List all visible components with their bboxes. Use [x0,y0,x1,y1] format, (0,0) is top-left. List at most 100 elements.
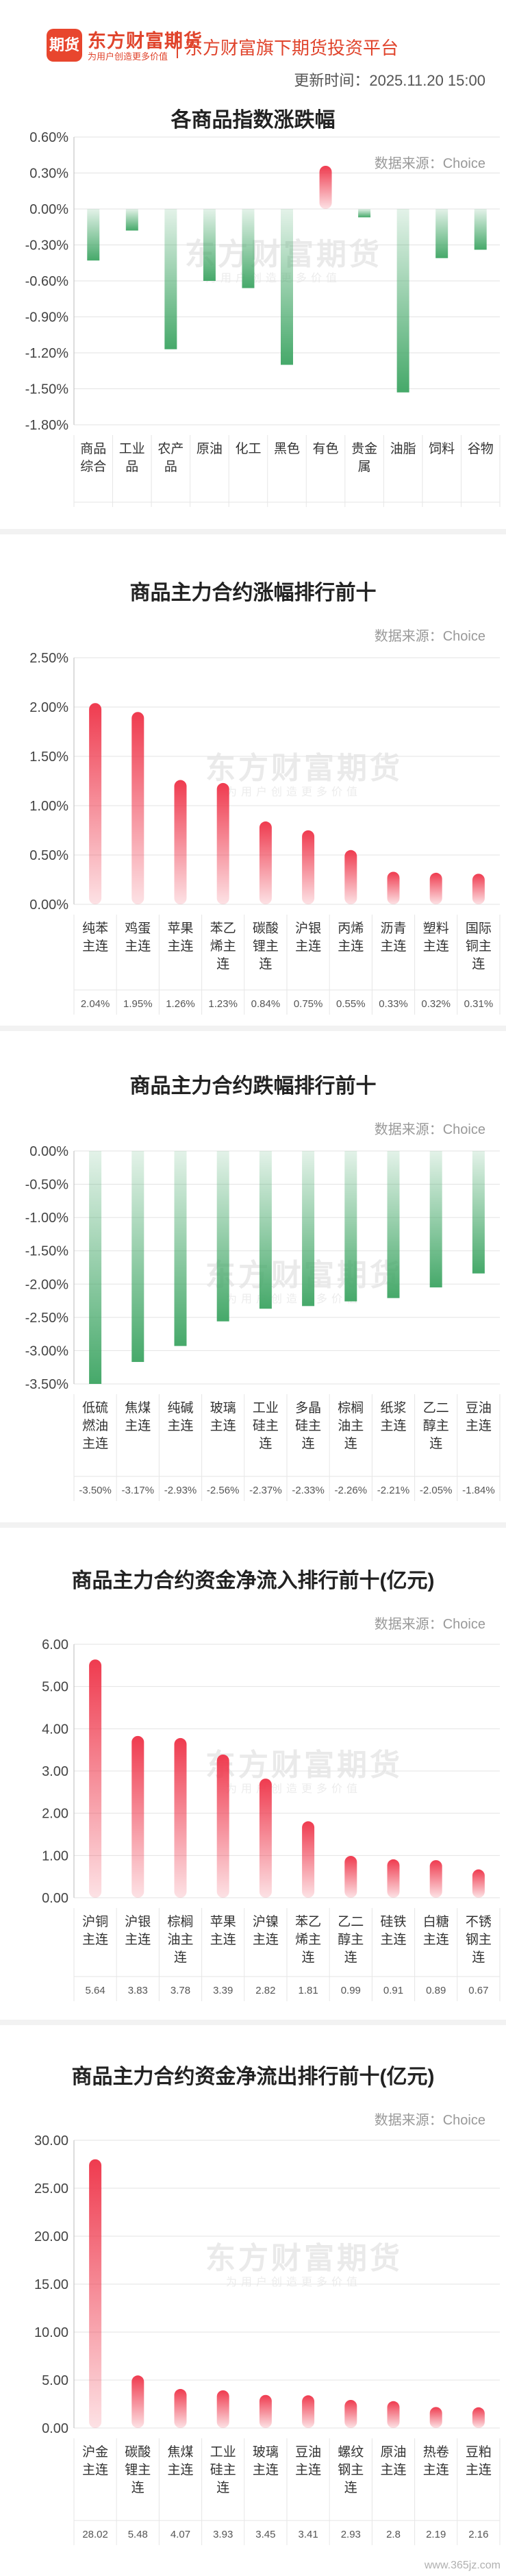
data-label: -2.56% [207,1485,240,1496]
x-category-label: 沥青主连 [380,921,406,954]
x-category-label: 国际铜主连 [466,921,492,971]
bar-纯苯主连 [89,703,102,904]
bar-沪金主连 [89,2159,102,2428]
bar-棕榈油主连 [344,1151,357,1302]
x-category-label: 乙二醇主连 [423,1401,449,1451]
panel-title-0: 各商品指数涨跌幅 [170,109,336,132]
bar-工业硅主连 [259,1151,272,1309]
y-tick-label: -3.50% [25,1377,69,1392]
update-time: 更新时间：2025.11.20 15:00 [294,72,485,89]
x-category-label: 棕榈油主连 [338,1400,364,1451]
bar-沪镍主连 [259,1779,272,1898]
x-category-label: 碳酸锂主连 [253,921,279,971]
watermark-slogan-3: 为用户创造更多价值 [226,1783,362,1795]
x-category-label: 工业品 [119,441,145,474]
data-label: 0.31% [464,998,494,1010]
data-label: -1.84% [462,1485,495,1496]
chart-top-losers: 0.00% -0.50% -1.00% -1.50% -2.00% -2.50% -3.00… [25,1144,501,1501]
bar-低硫燃油主连 [89,1151,102,1384]
brand-slogan: 为用户创造更多价值 [88,51,168,62]
y-tick-label: 1.00% [29,799,68,814]
x-category-label: 苯乙烯主连 [210,921,236,971]
x-category-label: 黑色 [274,441,300,456]
bar-商品综合 [87,209,100,261]
x-category-label: 碳酸锂主连 [125,2444,151,2495]
chart-index-change: 0.60% 0.30% 0.00% -0.30% -0.60% -0.90% -1.20% -… [25,130,501,507]
x-category-label: 多晶硅主连 [295,1400,321,1451]
x-category-label: 豆油主连 [466,1400,492,1433]
watermark-slogan-4: 为用户创造更多价值 [226,2277,362,2288]
brand-logo: 期货 [47,29,82,62]
data-label: 4.07 [170,2529,190,2540]
x-category-label: 豆粕主连 [466,2444,492,2477]
bar-碳酸锂主连 [259,821,272,904]
x-category-label: 丙烯主连 [338,921,364,954]
watermark-brand-1: 东方财富期货 [205,752,403,785]
y-tick-label: 0.00% [29,1144,68,1159]
section-divider [0,1026,506,1031]
chart-net-inflow: 6.00 5.00 4.00 3.00 2.00 1.00 0.00 沪铜主连 5.64 沪银主连… [42,1637,501,2001]
bar-沪银主连 [131,1735,144,1898]
data-label: -2.05% [420,1485,453,1496]
section-divider [0,2020,506,2025]
data-label: 3.39 [213,1985,233,1996]
y-tick-label: 0.60% [29,130,68,145]
x-category-label: 纯苯主连 [82,921,108,954]
bar-碳酸锂主连 [131,2375,144,2428]
bar-丙烯主连 [344,850,357,904]
chart-net-outflow: 30.00 25.00 20.00 15.00 10.00 5.00 0.00 沪金主连 28.… [34,2133,501,2545]
bar-玻璃主连 [216,1151,229,1322]
x-category-label: 不锈钢主连 [466,1914,492,1965]
x-category-label: 玻璃主连 [253,2444,279,2477]
section-divider [0,529,506,534]
x-category-label: 豆油主连 [295,2444,321,2477]
x-category-label: 低硫燃油主连 [82,1400,108,1451]
page-header: 期货 东方财富期货 为用户创造更多价值 东方财富旗下期货投资平台 更新时间：20… [0,0,506,95]
bar-乙二醇主连 [344,1855,357,1898]
panel-title-3: 商品主力合约资金净流入排行前十(亿元) [71,1570,435,1592]
data-label: 1.23% [208,998,238,1010]
data-label: -2.33% [292,1485,325,1496]
data-label: -3.50% [79,1485,112,1496]
data-label: -3.17% [122,1485,155,1496]
data-label: 28.02 [82,2529,108,2540]
data-source-1: 数据来源：Choice [374,629,485,644]
bar-热卷主连 [429,2407,442,2428]
bar-工业硅主连 [216,2390,229,2428]
x-category-label: 沪金主连 [82,2444,108,2477]
bar-纯碱主连 [174,1151,187,1346]
x-category-label: 沪银主连 [125,1914,151,1947]
bar-螺纹钢主连 [344,2399,357,2428]
x-category-label: 苯乙烯主连 [295,1914,321,1965]
panel-title-2: 商品主力合约跌幅排行前十 [129,1075,377,1098]
x-category-label: 谷物 [468,441,494,456]
x-category-label: 纸浆主连 [380,1400,406,1433]
y-tick-label: 0.00 [42,1891,68,1906]
y-tick-label: 1.50% [29,750,68,765]
x-category-label: 原油主连 [380,2444,406,2477]
y-tick-label: -3.00% [25,1343,69,1359]
bar-油脂 [396,209,409,393]
y-tick-label: -2.00% [25,1277,69,1292]
bar-豆粕主连 [472,2407,485,2428]
y-tick-label: -1.50% [25,1244,69,1259]
chart-top-gainers: 2.50% 2.00% 1.50% 1.00% 0.50% 0.00% 纯苯主连 2.04% 鸡… [29,651,501,1015]
x-category-label: 螺纹钢主连 [338,2444,364,2495]
data-label: 3.41 [298,2529,318,2540]
x-category-label: 塑料主连 [423,921,449,954]
data-label: -2.21% [377,1485,410,1496]
y-tick-label: 0.00% [29,897,68,913]
x-category-label: 农产品 [157,441,184,474]
watermark-slogan-1: 为用户创造更多价值 [226,787,362,798]
header-divider [177,31,178,58]
y-tick-label: -0.30% [25,238,69,253]
bar-原油主连 [387,2401,400,2428]
x-category-label: 纯碱主连 [167,1400,193,1433]
data-label: 0.91 [383,1985,403,1996]
data-label: 0.99 [341,1985,361,1996]
y-tick-label: -0.60% [25,274,69,289]
bar-国际铜主连 [472,874,485,904]
x-category-label: 焦煤主连 [167,2444,193,2477]
data-label: 2.93 [341,2529,361,2540]
bar-玻璃主连 [259,2394,272,2428]
